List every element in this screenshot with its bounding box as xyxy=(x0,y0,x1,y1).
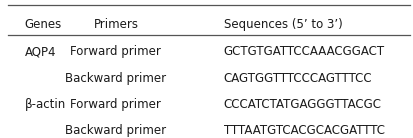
Text: GCTGTGATTCCAAACGGACT: GCTGTGATTCCAAACGGACT xyxy=(223,45,384,58)
Text: CAGTGGTTTCCCAGTTTCC: CAGTGGTTTCCCAGTTTCC xyxy=(223,72,371,85)
Text: Backward primer: Backward primer xyxy=(65,124,166,137)
Text: AQP4: AQP4 xyxy=(25,45,56,58)
Text: Sequences (5’ to 3’): Sequences (5’ to 3’) xyxy=(223,18,342,31)
Text: Genes: Genes xyxy=(25,18,62,31)
Text: β-actin: β-actin xyxy=(25,98,66,111)
Text: TTTAATGTCACGCACGATTTC: TTTAATGTCACGCACGATTTC xyxy=(223,124,384,137)
Text: Forward primer: Forward primer xyxy=(70,98,161,111)
Text: Forward primer: Forward primer xyxy=(70,45,161,58)
Text: Primers: Primers xyxy=(93,18,138,31)
Text: Backward primer: Backward primer xyxy=(65,72,166,85)
Text: CCCATCTATGAGGGTTACGC: CCCATCTATGAGGGTTACGC xyxy=(223,98,381,111)
